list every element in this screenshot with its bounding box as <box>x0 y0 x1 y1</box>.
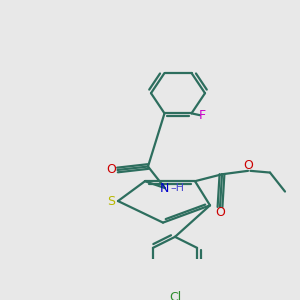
Text: O: O <box>244 159 254 172</box>
Text: O: O <box>106 163 116 176</box>
Text: S: S <box>107 194 116 208</box>
Text: F: F <box>198 110 206 122</box>
Text: –H: –H <box>171 183 184 193</box>
Text: Cl: Cl <box>169 291 181 300</box>
Text: O: O <box>216 206 226 219</box>
Text: N: N <box>160 182 169 195</box>
